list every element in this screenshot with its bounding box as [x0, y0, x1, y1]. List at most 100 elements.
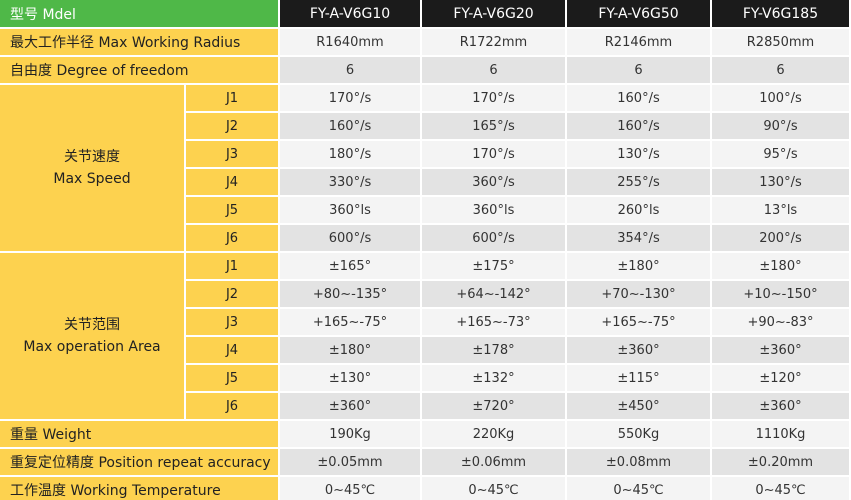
cell-text: ±132° [472, 370, 515, 386]
cell-text: 95°/s [763, 146, 798, 162]
header-model: FY-A-V6G50 [567, 0, 712, 29]
cell-text: +165~-75° [601, 314, 676, 330]
cell-text: 型号 Mdel [10, 6, 76, 23]
cell-text: +80~-135° [312, 286, 388, 302]
group-label: 关节速度 Max Speed [0, 85, 186, 253]
cell-text: 260°ls [617, 202, 660, 218]
cell-text: 170°/s [472, 146, 515, 162]
joint-label: J2 [186, 113, 280, 141]
joint-label: J3 [186, 309, 280, 337]
cell-text: 0~45℃ [613, 482, 664, 498]
value-cell: 220Kg [422, 421, 567, 449]
cell-text: 190Kg [329, 426, 371, 442]
cell-text: 自由度 Degree of freedom [10, 63, 189, 79]
value-cell: 6 [567, 57, 712, 85]
joint-label: J4 [186, 337, 280, 365]
row-label: 最大工作半径 Max Working Radius [0, 29, 280, 57]
cell-text: ±180° [617, 258, 660, 274]
value-cell: 200°/s [712, 225, 851, 253]
cell-text: ±360° [759, 342, 802, 358]
header-model: FY-A-V6G10 [280, 0, 422, 29]
value-cell: +70~-130° [567, 281, 712, 309]
cell-text: +10~-150° [743, 286, 818, 302]
value-cell: ±178° [422, 337, 567, 365]
cell-text: 130°/s [759, 174, 802, 190]
cell-text: J4 [225, 174, 239, 190]
cell-text: ±115° [617, 370, 660, 386]
value-cell: ±360° [280, 393, 422, 421]
header-label: 型号 Mdel [0, 0, 280, 29]
cell-text: J6 [225, 398, 239, 414]
value-cell: ±0.05mm [280, 449, 422, 477]
value-cell: 190Kg [280, 421, 422, 449]
cell-text: 170°/s [472, 90, 515, 106]
value-cell: 180°/s [280, 141, 422, 169]
cell-text: ±360° [328, 398, 372, 414]
cell-text: ±360° [617, 342, 660, 358]
cell-text: 6 [489, 62, 498, 78]
cell-text: Max Speed [53, 171, 131, 187]
joint-label: J6 [186, 225, 280, 253]
value-cell: R2146mm [567, 29, 712, 57]
cell-text: ±0.05mm [317, 454, 383, 470]
value-cell: 13°ls [712, 197, 851, 225]
cell-text: 220Kg [472, 426, 515, 442]
cell-text: 0~45℃ [755, 482, 806, 498]
cell-text: FY-A-V6G20 [453, 5, 534, 22]
value-cell: +64~-142° [422, 281, 567, 309]
value-cell: R1640mm [280, 29, 422, 57]
cell-text: 180°/s [328, 146, 372, 162]
cell-text: J3 [225, 314, 239, 330]
row-label: 工作温度 Working Temperature [0, 477, 280, 500]
joint-label: J3 [186, 141, 280, 169]
cell-text: 关节范围 [64, 317, 120, 333]
cell-text: 0~45℃ [324, 482, 376, 498]
value-cell: ±360° [712, 393, 851, 421]
value-cell: 130°/s [567, 141, 712, 169]
value-cell: 360°/s [422, 169, 567, 197]
cell-text: 160°/s [617, 90, 660, 106]
value-cell: +165~-75° [567, 309, 712, 337]
value-cell: 160°/s [280, 113, 422, 141]
cell-text: FY-A-V6G10 [309, 5, 391, 22]
cell-text: 0~45℃ [468, 482, 519, 498]
value-cell: 360°ls [422, 197, 567, 225]
header-model: FY-V6G185 [712, 0, 851, 29]
cell-text: R2146mm [604, 34, 673, 50]
cell-text: FY-V6G185 [742, 5, 819, 22]
cell-text: 160°/s [617, 118, 660, 134]
cell-text: 130°/s [617, 146, 660, 162]
cell-text: 360°ls [329, 202, 371, 218]
value-cell: 600°/s [280, 225, 422, 253]
value-cell: 330°/s [280, 169, 422, 197]
value-cell: 255°/s [567, 169, 712, 197]
value-cell: 6 [422, 57, 567, 85]
value-cell: ±0.20mm [712, 449, 851, 477]
header-model: FY-A-V6G20 [422, 0, 567, 29]
value-cell: 1110Kg [712, 421, 851, 449]
cell-text: R1722mm [459, 34, 528, 50]
value-cell: ±180° [280, 337, 422, 365]
cell-text: 最大工作半径 Max Working Radius [10, 35, 241, 51]
value-cell: 0~45℃ [567, 477, 712, 500]
value-cell: ±720° [422, 393, 567, 421]
cell-text: ±178° [472, 342, 515, 358]
cell-text: 重复定位精度 Position repeat accuracy [10, 455, 271, 471]
cell-text: 6 [345, 62, 355, 78]
cell-text: R2850mm [746, 34, 815, 50]
cell-text: +165~-75° [312, 314, 388, 330]
cell-text: ±180° [759, 258, 802, 274]
value-cell: 600°/s [422, 225, 567, 253]
value-cell: 95°/s [712, 141, 851, 169]
cell-text: 重量 Weight [10, 427, 92, 443]
value-cell: ±132° [422, 365, 567, 393]
value-cell: 160°/s [567, 113, 712, 141]
cell-text: ±0.20mm [747, 454, 814, 470]
cell-text: 330°/s [328, 174, 372, 190]
value-cell: 165°/s [422, 113, 567, 141]
value-cell: ±360° [712, 337, 851, 365]
cell-text: 165°/s [472, 118, 515, 134]
cell-text: J6 [225, 230, 239, 246]
row-label: 重复定位精度 Position repeat accuracy [0, 449, 280, 477]
